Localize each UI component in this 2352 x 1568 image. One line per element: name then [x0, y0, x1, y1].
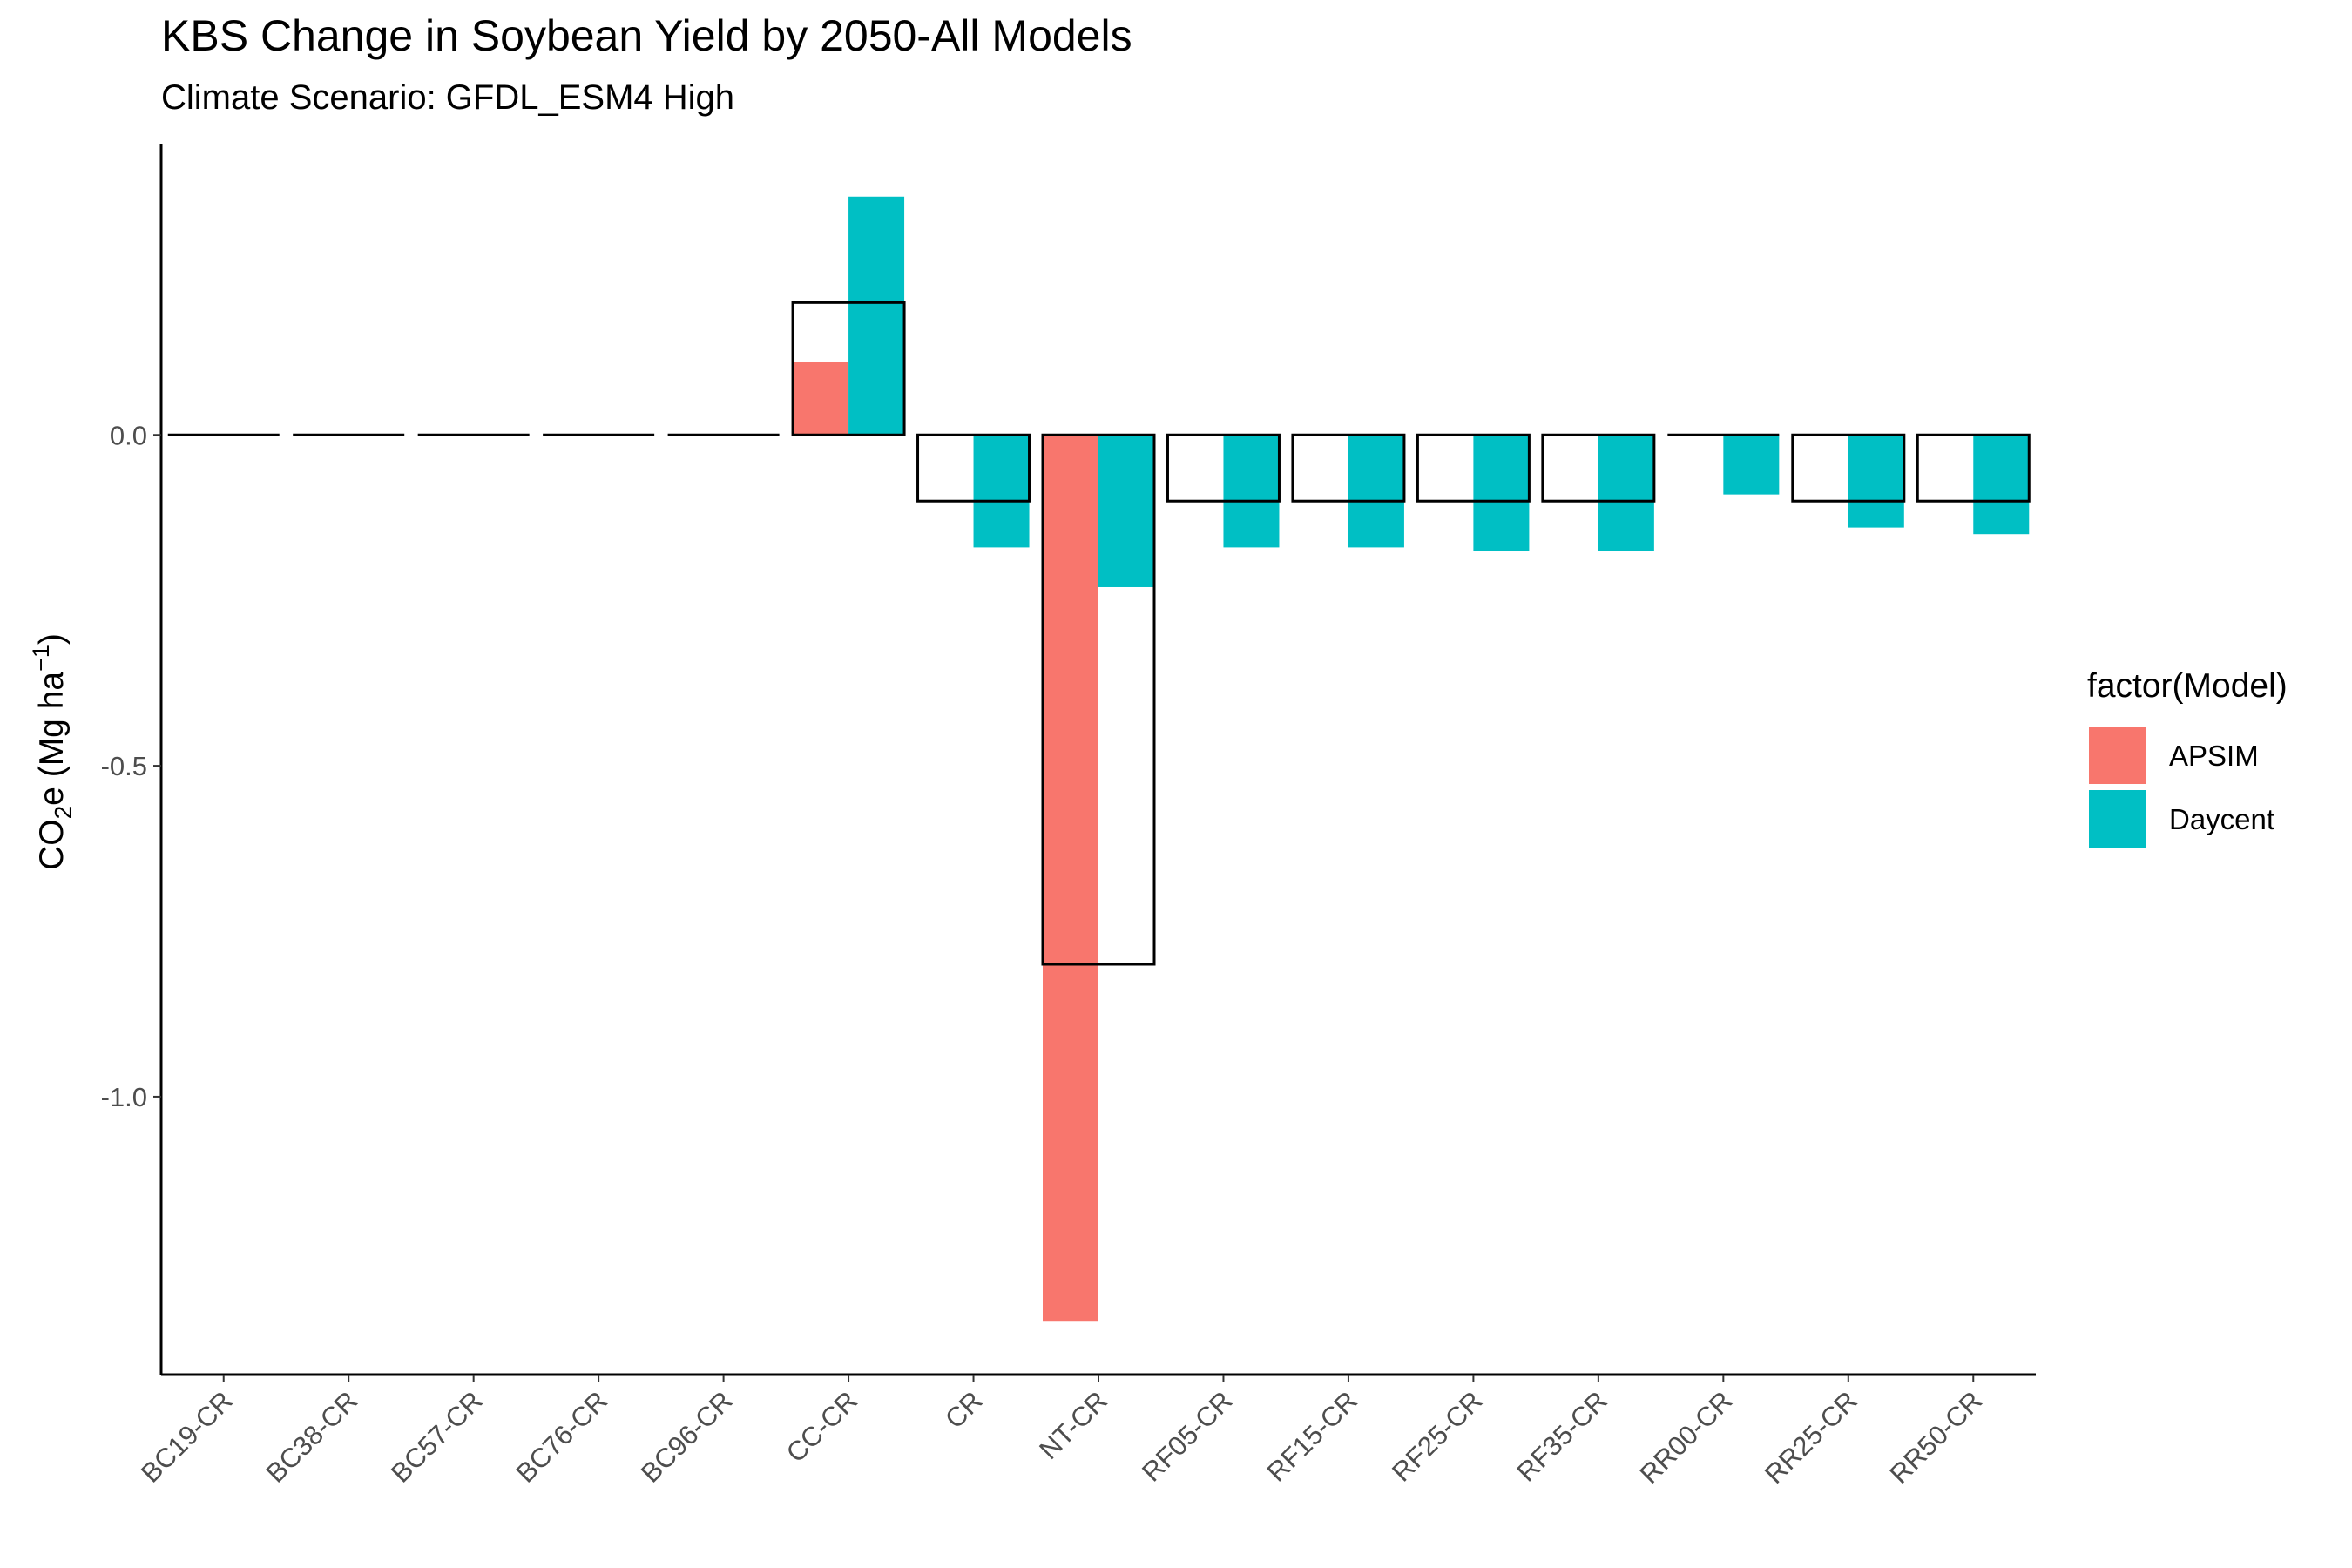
x-tick-label: NT-CR — [1033, 1385, 1113, 1465]
ticks-layer: 0.0 -0.5 -1.0 — [101, 420, 1975, 1382]
y-axis-title-main: CO — [33, 819, 71, 870]
chart-subtitle: Climate Scenario: GFDL_ESM4 High — [161, 78, 735, 117]
outline-bar-nt-cr — [1041, 433, 1156, 966]
legend: factor(Model) APSIM Daycent — [2087, 667, 2288, 848]
y-axis-title-sup: −1 — [28, 645, 54, 672]
bar-daycent-nt-cr — [1098, 435, 1154, 587]
outline-bar-rf15-cr — [1291, 433, 1406, 503]
legend-label-apsim: APSIM — [2169, 740, 2259, 772]
outline-bar-rr25-cr — [1791, 433, 1906, 503]
y-axis-title-close: ) — [33, 633, 71, 645]
y-tick-label: 0.0 — [110, 420, 147, 450]
bar-daycent-cr — [973, 435, 1030, 548]
bar-daycent-rr00-cr — [1723, 435, 1780, 495]
x-tick-label: RR00-CR — [1634, 1385, 1739, 1490]
x-tick-label: BC96-CR — [635, 1385, 739, 1489]
x-tick-label: BC57-CR — [385, 1385, 489, 1489]
bar-apsim-cc-cr — [793, 362, 849, 436]
legend-label-daycent: Daycent — [2169, 803, 2274, 835]
legend-title: factor(Model) — [2087, 667, 2288, 705]
outline-bar-cc-cr — [791, 301, 906, 436]
legend-key-apsim — [2089, 727, 2146, 784]
bar-daycent-rr25-cr — [1848, 435, 1904, 528]
x-tick-label: RR50-CR — [1883, 1385, 1988, 1490]
x-tick-label: BC19-CR — [135, 1385, 239, 1489]
outline-bar-rf25-cr — [1416, 433, 1531, 503]
y-axis-title: CO2e (Mg ha−1) — [28, 633, 77, 870]
x-tick-label: RF15-CR — [1261, 1385, 1363, 1487]
y-axis-title-rest: e (Mg ha — [33, 672, 71, 806]
x-tick-label: BC76-CR — [510, 1385, 614, 1489]
bar-apsim-nt-cr — [1043, 435, 1098, 1322]
x-tick-label: RF35-CR — [1511, 1385, 1613, 1487]
x-tick-label: RR25-CR — [1759, 1385, 1863, 1490]
y-axis-title-sub: 2 — [50, 806, 77, 820]
x-tick-label: CR — [939, 1385, 988, 1434]
bar-daycent-rf25-cr — [1473, 435, 1530, 551]
bar-daycent-rf15-cr — [1348, 435, 1404, 548]
legend-key-daycent — [2089, 790, 2146, 848]
y-tick-label: -1.0 — [101, 1082, 147, 1112]
outline-bar-rf35-cr — [1541, 433, 1656, 503]
bar-daycent-rr50-cr — [1973, 435, 2030, 535]
chart-title: KBS Change in Soybean Yield by 2050-All … — [161, 11, 1132, 60]
x-tick-label: RF05-CR — [1136, 1385, 1238, 1487]
bar-daycent-cc-cr — [848, 196, 905, 436]
bar-daycent-rf35-cr — [1598, 435, 1654, 551]
y-tick-label: -0.5 — [101, 751, 147, 781]
x-tick-label: BC38-CR — [260, 1385, 364, 1489]
bars-layer — [793, 196, 2030, 1322]
outline-bar-rf05-cr — [1166, 433, 1281, 503]
outline-bar-cr — [916, 433, 1031, 503]
outline-bar-rr50-cr — [1916, 433, 2031, 503]
outline-layer — [167, 301, 2031, 966]
x-tick-label: RF25-CR — [1386, 1385, 1488, 1487]
x-tick-label: CC-CR — [781, 1385, 863, 1468]
x-tick-labels: BC19-CR BC38-CR BC57-CR BC76-CR BC96-CR CC-CR… — [135, 1385, 1988, 1490]
bar-daycent-rf05-cr — [1223, 435, 1280, 548]
